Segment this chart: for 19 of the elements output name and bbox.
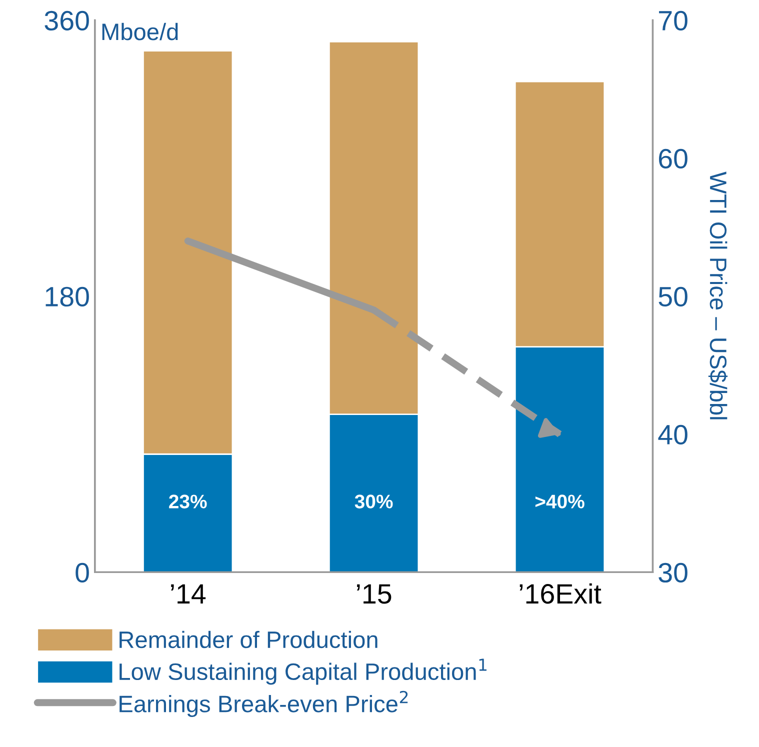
x-tick-label: ’16Exit	[520, 583, 602, 604]
y-tick-label: 0	[76, 562, 89, 583]
y-tick-label: 180	[46, 286, 89, 307]
annotation: 23%	[169, 494, 207, 508]
legend-label: Low Sustaining Capital Production$^{1}$	[120, 658, 486, 685]
y2-tick-label: 60	[659, 148, 688, 169]
x-tick-label: ’14	[171, 584, 206, 604]
y-axis-title: Mboe/d	[102, 22, 178, 40]
y2-tick-label: 70	[659, 10, 688, 31]
y-tick-label: 360	[44, 10, 89, 31]
legend-label: Earnings Break-even Price$^{2}$	[120, 690, 408, 718]
y2-tick-label: 40	[658, 424, 688, 445]
x-tick-label: ’15	[357, 584, 392, 604]
y2-tick-label: 30	[658, 562, 688, 583]
annotation: >40%	[535, 494, 584, 508]
annotation: 30%	[354, 494, 393, 508]
y2-tick-label: 50	[658, 286, 688, 307]
legend-label: Remainder of Production	[120, 630, 378, 648]
y2-axis-title: WTI Oil Price – US$/bbl	[708, 172, 728, 420]
